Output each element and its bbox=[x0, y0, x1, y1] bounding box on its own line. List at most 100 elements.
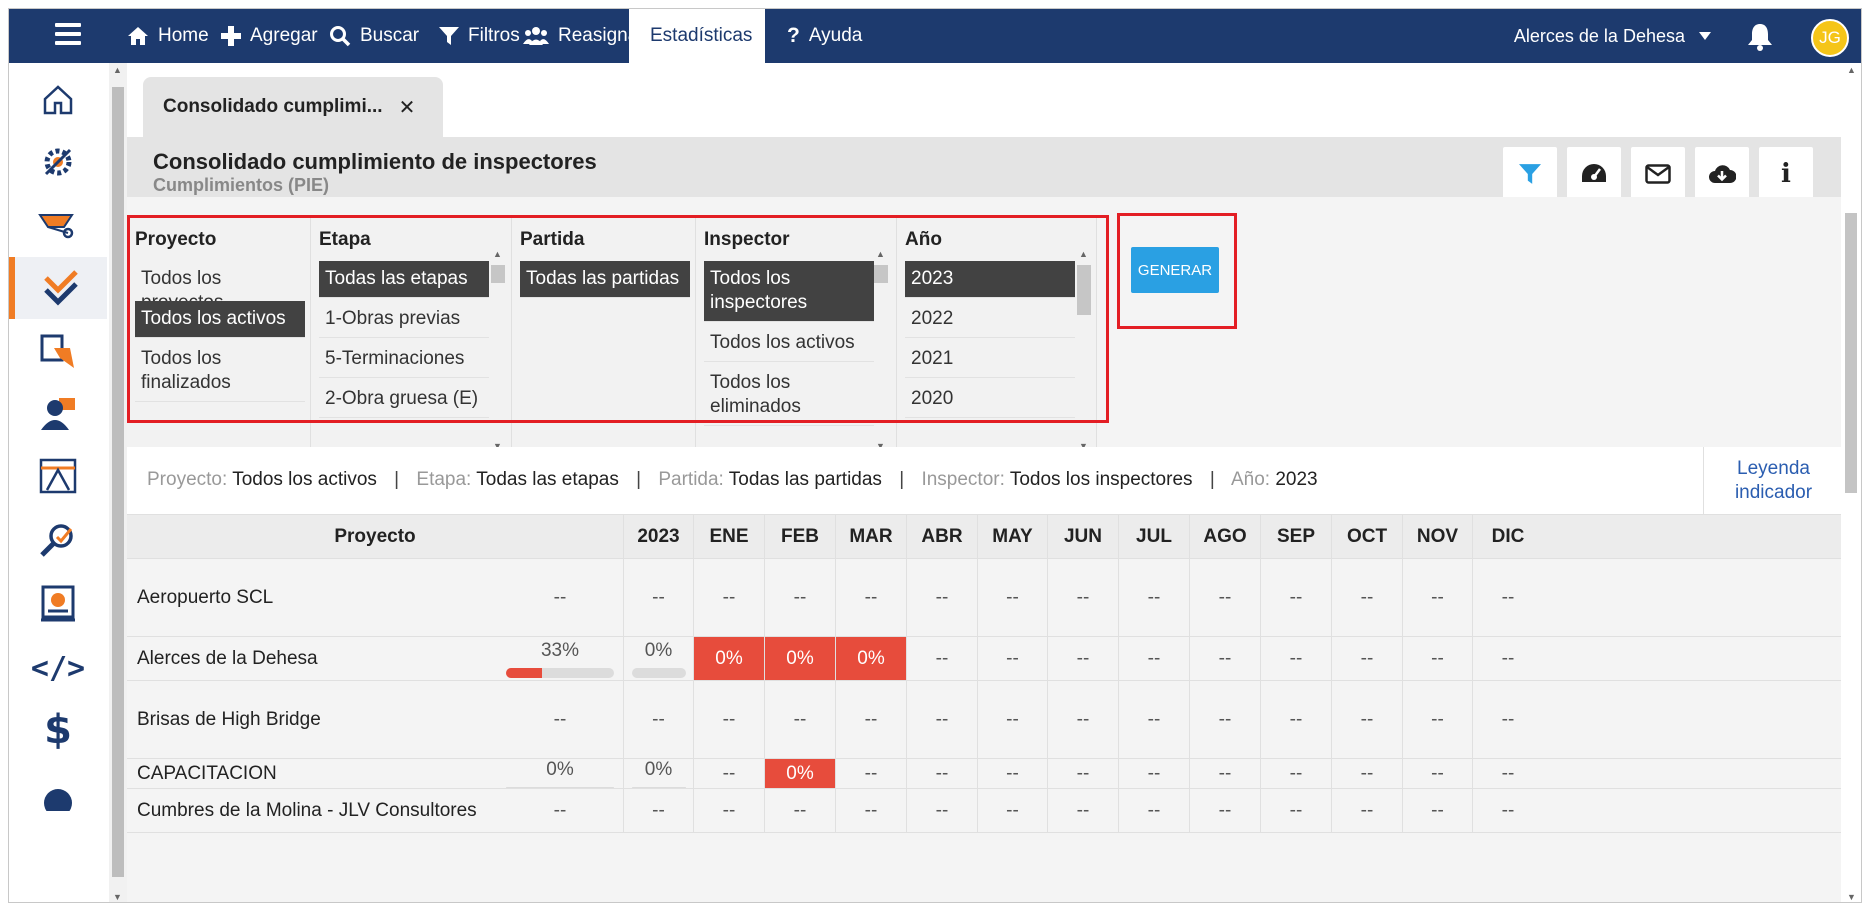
filter-option-selected[interactable]: Todos los activos bbox=[135, 301, 305, 338]
nav-reasignar[interactable]: Reasignar bbox=[509, 9, 659, 63]
filter-option[interactable]: 1-Obras previas bbox=[319, 301, 489, 338]
sidebar-help-icon[interactable] bbox=[9, 763, 107, 825]
menu-icon[interactable] bbox=[55, 23, 81, 45]
legend-link[interactable]: Leyenda indicador bbox=[1703, 447, 1843, 515]
month-cell: -- bbox=[977, 637, 1047, 680]
column-header[interactable]: ENE bbox=[693, 515, 764, 558]
nav-agregar-label: Agregar bbox=[250, 25, 318, 46]
table-row[interactable]: Cumbres de la Molina - JLV Consultores --… bbox=[127, 789, 1843, 833]
month-cell: -- bbox=[1472, 759, 1543, 788]
filter-option[interactable]: 2021 bbox=[905, 341, 1075, 378]
generar-button[interactable]: GENERAR bbox=[1131, 247, 1219, 293]
filter-panel: Proyecto Todos los proyectos Todos los a… bbox=[127, 197, 1843, 451]
main-content: Consolidado cumplimi... ✕ Consolidado cu… bbox=[127, 63, 1843, 902]
sidebar-transfer-icon[interactable] bbox=[9, 321, 107, 383]
month-cell: -- bbox=[1189, 681, 1260, 758]
column-header[interactable]: NOV bbox=[1402, 515, 1472, 558]
etapa-scrollbar[interactable]: ▲ ▼ bbox=[491, 249, 505, 451]
month-cell: -- bbox=[1472, 637, 1543, 680]
filter-option-selected[interactable]: 2023 bbox=[905, 261, 1075, 298]
sidebar-dollar-icon[interactable]: $ bbox=[44, 707, 72, 753]
sidebar-plan-icon[interactable] bbox=[9, 445, 107, 507]
column-header[interactable]: 2023 bbox=[623, 515, 693, 558]
column-header[interactable]: MAY bbox=[977, 515, 1047, 558]
nav-estadisticas[interactable]: Estadísticas bbox=[629, 9, 765, 63]
column-header[interactable]: DIC bbox=[1472, 515, 1543, 558]
inspector-scrollbar[interactable]: ▲ ▼ bbox=[874, 249, 888, 451]
month-cell: -- bbox=[1118, 637, 1189, 680]
email-button[interactable] bbox=[1631, 147, 1685, 201]
filter-option[interactable]: Todos los finalizados bbox=[135, 341, 305, 402]
month-cell: -- bbox=[906, 789, 977, 832]
nav-buscar[interactable]: Buscar bbox=[315, 9, 433, 63]
gauge-icon bbox=[1582, 164, 1606, 182]
month-cell: -- bbox=[1472, 681, 1543, 758]
column-header[interactable]: OCT bbox=[1331, 515, 1402, 558]
tab-consolidado[interactable]: Consolidado cumplimi... ✕ bbox=[143, 77, 443, 137]
column-header[interactable]: FEB bbox=[764, 515, 835, 558]
project-selector[interactable]: Alerces de la Dehesa bbox=[1514, 9, 1711, 63]
nav-agregar[interactable]: Agregar bbox=[207, 9, 332, 63]
filter-option[interactable]: Todos los eliminados bbox=[704, 365, 874, 426]
project-name[interactable]: CAPACITACION bbox=[137, 762, 277, 784]
sidebar-code-icon[interactable]: </> bbox=[30, 650, 86, 686]
filter-option-selected[interactable]: Todas las etapas bbox=[319, 261, 489, 298]
column-header[interactable]: JUN bbox=[1047, 515, 1118, 558]
filter-summary: Proyecto: Todos los activos | Etapa: Tod… bbox=[127, 447, 1843, 515]
info-button[interactable]: i bbox=[1759, 147, 1813, 201]
year-percent: 0% bbox=[623, 637, 693, 680]
month-cell: -- bbox=[693, 681, 764, 758]
table-row[interactable]: Aeropuerto SCL -- -- -- -- -- -- -- -- -- -- -- -- --… bbox=[127, 559, 1843, 637]
dashboard-button[interactable] bbox=[1567, 147, 1621, 201]
anio-scrollbar[interactable]: ▲ ▼ bbox=[1077, 249, 1091, 451]
filter-button[interactable] bbox=[1503, 147, 1557, 201]
close-icon[interactable]: ✕ bbox=[398, 96, 416, 119]
summary-label: Año: bbox=[1230, 469, 1271, 490]
sidebar-user-icon[interactable] bbox=[9, 383, 107, 445]
sidebar-settings-icon[interactable] bbox=[9, 131, 107, 193]
sidebar-scroll-thumb[interactable] bbox=[112, 87, 124, 877]
percent-value: 0% bbox=[644, 759, 673, 780]
filter-option[interactable]: Todos los activos bbox=[704, 325, 874, 362]
filter-option[interactable]: 2-Obra gruesa (E) bbox=[319, 381, 489, 418]
nav-home-label: Home bbox=[158, 25, 209, 46]
project-name[interactable]: Aeropuerto SCL bbox=[137, 586, 274, 608]
column-header[interactable]: SEP bbox=[1260, 515, 1331, 558]
nav-filtros[interactable]: Filtros bbox=[425, 9, 534, 63]
summary-label: Partida: bbox=[658, 469, 724, 490]
main-scroll-thumb[interactable] bbox=[1845, 213, 1857, 493]
filter-option[interactable]: 5-Terminaciones bbox=[319, 341, 489, 378]
bell-icon[interactable] bbox=[1747, 23, 1773, 51]
sidebar-inspect-icon[interactable] bbox=[9, 509, 107, 571]
column-header[interactable]: JUL bbox=[1118, 515, 1189, 558]
filter-option-selected[interactable]: Todas las partidas bbox=[520, 261, 690, 298]
main-scrollbar[interactable]: ▲ ▼ bbox=[1841, 63, 1861, 902]
month-cell: -- bbox=[906, 637, 977, 680]
column-header[interactable]: ABR bbox=[906, 515, 977, 558]
column-header[interactable]: MAR bbox=[835, 515, 906, 558]
filter-option[interactable]: 2022 bbox=[905, 301, 1075, 338]
sidebar-money-icon[interactable] bbox=[9, 573, 107, 635]
nav-estadisticas-label: Estadísticas bbox=[650, 25, 753, 46]
column-header[interactable]: AGO bbox=[1189, 515, 1260, 558]
table-row[interactable]: Brisas de High Bridge -- -- -- -- -- -- -- -- -- -… bbox=[127, 681, 1843, 759]
sidebar-scrollbar[interactable]: ▲ ▼ bbox=[109, 63, 127, 902]
avatar[interactable]: JG bbox=[1811, 19, 1849, 57]
table-row[interactable]: Alerces de la Dehesa 33% 0% 0% 0% 0% -- -- -- -- -… bbox=[127, 637, 1843, 681]
nav-ayuda[interactable]: ? Ayuda bbox=[773, 9, 876, 63]
sidebar-checks-icon[interactable] bbox=[9, 257, 107, 319]
summary-separator: | bbox=[636, 469, 642, 490]
table-row[interactable]: CAPACITACION 0% 0% -- 0% -- -- -- -- -- -- -- -- -- -- bbox=[127, 759, 1843, 789]
sidebar-wheelbarrow-icon[interactable] bbox=[9, 193, 107, 255]
month-cell: -- bbox=[1402, 637, 1472, 680]
year-percent: -- bbox=[623, 559, 693, 636]
project-name[interactable]: Brisas de High Bridge bbox=[137, 708, 321, 730]
filter-option[interactable]: 2020 bbox=[905, 381, 1075, 418]
sidebar-home-icon[interactable] bbox=[9, 69, 107, 131]
download-button[interactable] bbox=[1695, 147, 1749, 201]
column-header[interactable]: Proyecto bbox=[334, 525, 416, 547]
project-name[interactable]: Cumbres de la Molina - JLV Consultores bbox=[137, 799, 477, 821]
project-name[interactable]: Alerces de la Dehesa bbox=[137, 647, 318, 669]
nav-home[interactable]: Home bbox=[113, 9, 223, 63]
filter-option-selected[interactable]: Todos los inspectores bbox=[704, 261, 874, 322]
